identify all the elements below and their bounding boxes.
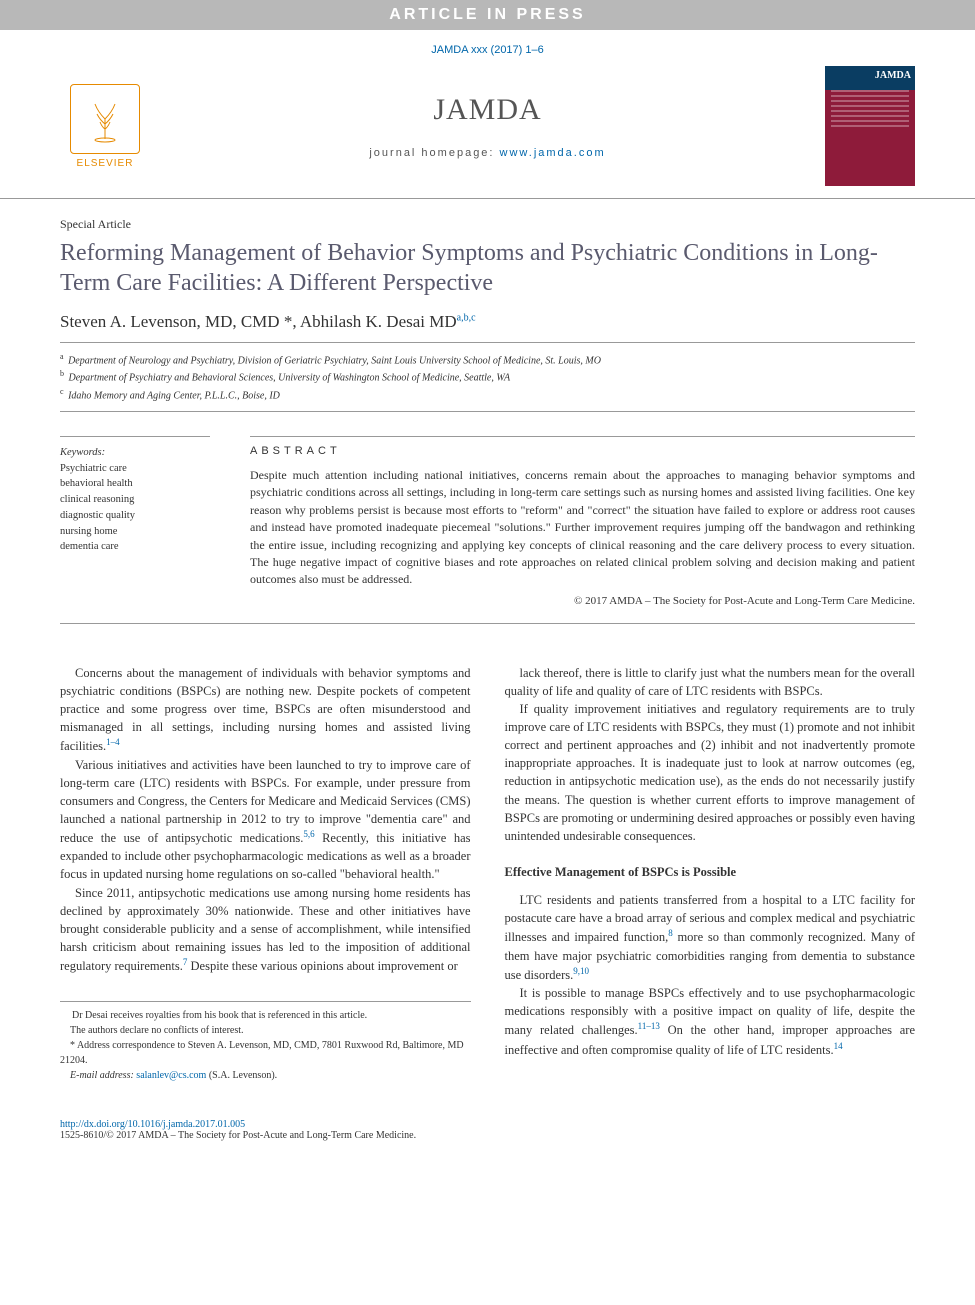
keyword: behavioral health: [60, 476, 210, 492]
journal-cover-thumbnail: JAMDA: [825, 66, 915, 186]
abstract-copyright: © 2017 AMDA – The Society for Post-Acute…: [250, 595, 915, 607]
email-address[interactable]: salanlev@cs.com: [136, 1070, 206, 1081]
affiliation-line: c Idaho Memory and Aging Center, P.L.L.C…: [60, 386, 915, 403]
cover-title: JAMDA: [875, 70, 911, 81]
body-paragraph: Since 2011, antipsychotic medications us…: [60, 884, 471, 976]
email-attribution: (S.A. Levenson).: [209, 1070, 277, 1081]
affiliation-line: b Department of Psychiatry and Behaviora…: [60, 368, 915, 385]
footnote-disclosure: Dr Desai receives royalties from his boo…: [60, 1008, 471, 1023]
journal-header: ELSEVIER JAMDA journal homepage: www.jam…: [0, 66, 975, 199]
issn-copyright: 1525-8610/© 2017 AMDA – The Society for …: [60, 1130, 416, 1141]
elsevier-tree-icon: [70, 84, 140, 154]
body-paragraph: Various initiatives and activities have …: [60, 756, 471, 884]
article-type: Special Article: [60, 217, 915, 232]
journal-homepage: journal homepage: www.jamda.com: [150, 147, 825, 159]
footnote-coi: The authors declare no conflicts of inte…: [60, 1023, 471, 1038]
keywords-block: Keywords: Psychiatric carebehavioral hea…: [60, 436, 210, 607]
footnote-correspondence: * Address correspondence to Steven A. Le…: [60, 1038, 471, 1068]
abstract-row: Keywords: Psychiatric carebehavioral hea…: [60, 436, 915, 624]
abstract-text: Despite much attention including nationa…: [250, 467, 915, 589]
keywords-head: Keywords:: [60, 445, 210, 461]
homepage-link[interactable]: www.jamda.com: [500, 147, 606, 159]
section-heading: Effective Management of BSPCs is Possibl…: [505, 863, 916, 881]
abstract-block: ABSTRACT Despite much attention includin…: [250, 436, 915, 607]
body-paragraph: If quality improvement initiatives and r…: [505, 700, 916, 845]
keyword: dementia care: [60, 539, 210, 555]
abstract-head: ABSTRACT: [250, 445, 915, 457]
homepage-label: journal homepage:: [369, 147, 499, 159]
affiliations: a Department of Neurology and Psychiatry…: [60, 342, 915, 412]
publisher-name: ELSEVIER: [77, 158, 134, 169]
body-paragraph: Concerns about the management of individ…: [60, 664, 471, 756]
body-right-column: lack thereof, there is little to clarify…: [505, 664, 916, 1084]
footnotes: Dr Desai receives royalties from his boo…: [60, 1001, 471, 1083]
keyword: diagnostic quality: [60, 508, 210, 524]
author-list: Steven A. Levenson, MD, CMD *, Abhilash …: [60, 312, 457, 331]
body-paragraph: It is possible to manage BSPCs effective…: [505, 984, 916, 1059]
doi-link[interactable]: http://dx.doi.org/10.1016/j.jamda.2017.0…: [60, 1119, 245, 1130]
article-title: Reforming Management of Behavior Symptom…: [60, 238, 915, 298]
email-label: E-mail address:: [70, 1070, 134, 1081]
body-columns: Concerns about the management of individ…: [60, 664, 915, 1084]
keywords-list: Psychiatric carebehavioral healthclinica…: [60, 461, 210, 556]
publisher-logo: ELSEVIER: [60, 76, 150, 176]
keyword: clinical reasoning: [60, 492, 210, 508]
doi-block: http://dx.doi.org/10.1016/j.jamda.2017.0…: [0, 1113, 975, 1161]
affiliation-line: a Department of Neurology and Psychiatry…: [60, 351, 915, 368]
citation-line: JAMDA xxx (2017) 1–6: [0, 30, 975, 66]
in-press-banner: ARTICLE IN PRESS: [0, 0, 975, 30]
body-paragraph: lack thereof, there is little to clarify…: [505, 664, 916, 700]
authors: Steven A. Levenson, MD, CMD *, Abhilash …: [60, 312, 915, 332]
journal-name: JAMDA: [150, 93, 825, 127]
keyword: nursing home: [60, 524, 210, 540]
body-paragraph: LTC residents and patients transferred f…: [505, 891, 916, 984]
article-content: Special Article Reforming Management of …: [0, 199, 975, 1113]
author-affil-sup: a,b,c: [457, 312, 476, 323]
footnote-email: E-mail address: salanlev@cs.com (S.A. Le…: [60, 1068, 471, 1083]
body-left-column: Concerns about the management of individ…: [60, 664, 471, 1084]
keyword: Psychiatric care: [60, 461, 210, 477]
